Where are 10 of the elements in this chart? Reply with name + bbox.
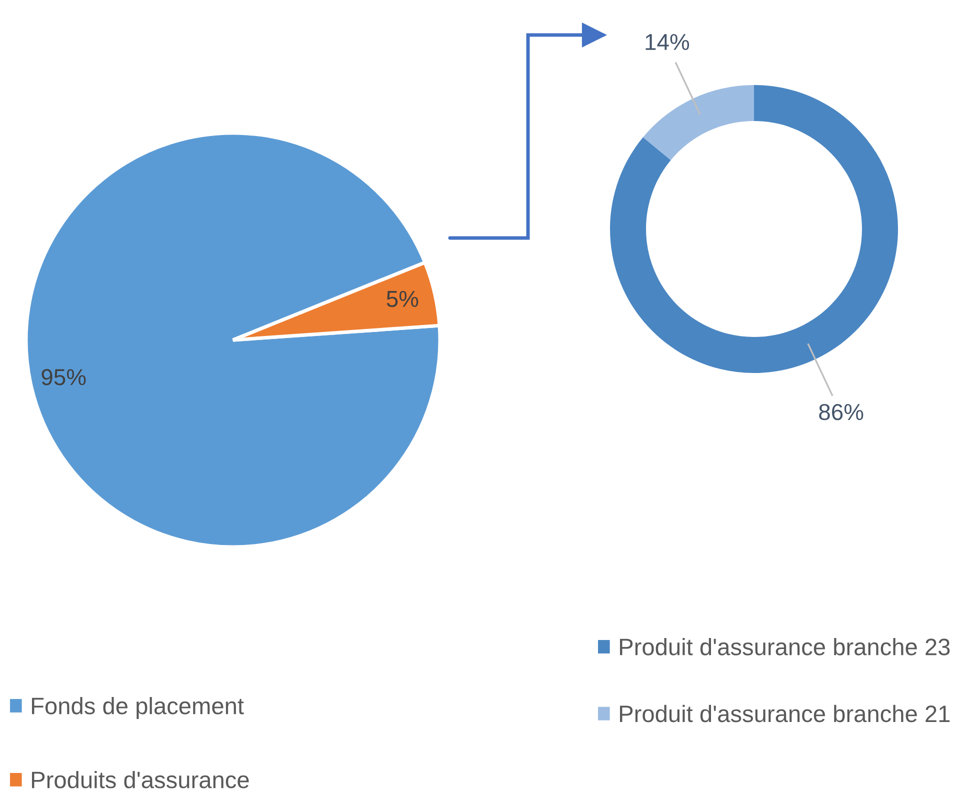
data-label: 5%: [386, 290, 418, 308]
legend-label: Fonds de placement: [32, 697, 244, 720]
data-label: 14%: [646, 34, 690, 50]
donut-slice: [610, 85, 898, 373]
data-label: 95%: [42, 369, 86, 386]
legend-label: Produits d'assurance: [32, 770, 249, 788]
data-label: 86%: [819, 404, 864, 420]
legend-label: Produit d'assurance branche 21: [620, 704, 950, 722]
legend-label: Produit d'assurance branche 23: [620, 638, 950, 656]
donut-slice: [643, 85, 754, 160]
